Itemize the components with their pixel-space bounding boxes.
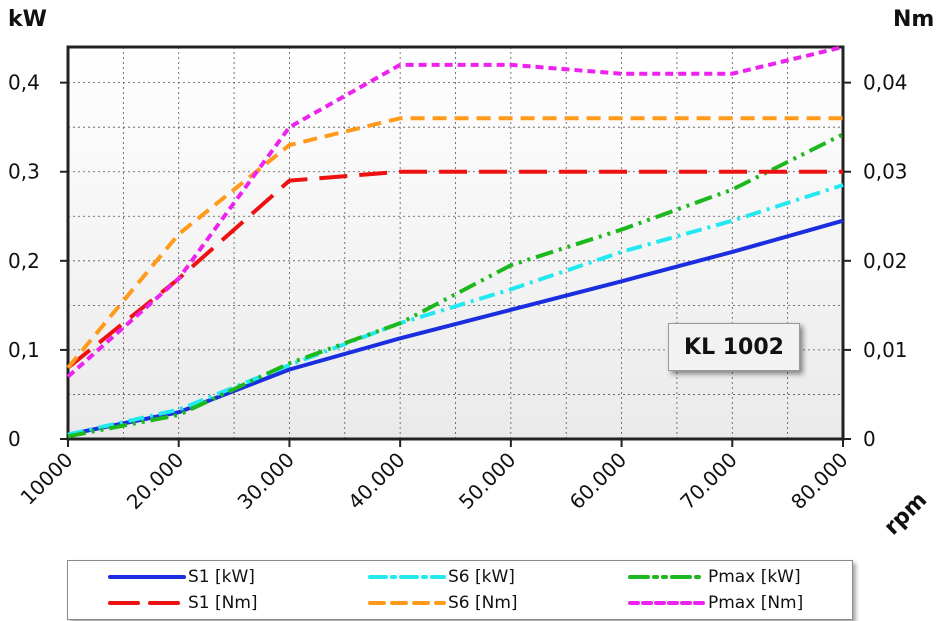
legend-swatch	[368, 601, 446, 605]
legend-label: Pmax [Nm]	[708, 593, 804, 613]
right-axis-unit: Nm	[893, 7, 934, 32]
right-tick-label: 0	[863, 427, 876, 451]
legend-item: Pmax [kW]	[628, 565, 801, 589]
legend-label: S1 [Nm]	[188, 593, 258, 613]
tick-marks	[60, 81, 851, 447]
legend-label: S6 [Nm]	[448, 593, 518, 613]
right-tick-label: 0,02	[863, 249, 908, 273]
x-tick-label: 10000	[16, 448, 78, 510]
legend-item: Pmax [Nm]	[628, 591, 803, 615]
series-lines	[66, 45, 844, 439]
legend-item: S6 [kW]	[368, 565, 515, 589]
x-tick-label: 80.000	[786, 448, 852, 514]
series-line-s6-kw	[67, 183, 844, 437]
legend-swatch	[628, 601, 706, 605]
legend-swatch	[108, 601, 186, 605]
legend-swatch	[368, 575, 446, 579]
legend-label: Pmax [kW]	[708, 567, 801, 587]
x-tick-label: 30.000	[233, 448, 299, 514]
left-axis-unit: kW	[8, 7, 47, 32]
left-tick-label: 0,3	[8, 160, 40, 184]
legend: S1 [kW] S6 [kW] Pmax [kW] S1 [Nm] S6 [Nm] Pma…	[67, 560, 853, 620]
left-tick-label: 0,4	[8, 71, 40, 95]
x-tick-label: 70.000	[675, 448, 741, 514]
plot-svg: 10000 20.000 30.000 40.000 50.000 60.000 70.00…	[8, 7, 934, 541]
right-tick-label: 0,03	[863, 160, 908, 184]
model-badge: KL 1002	[668, 323, 800, 371]
x-tick-label: 40.000	[343, 448, 409, 514]
legend-label: S6 [kW]	[448, 567, 515, 587]
legend-swatch	[108, 575, 186, 579]
legend-swatch	[628, 575, 706, 579]
series-line-s6-nm	[66, 116, 843, 370]
right-tick-label: 0,01	[863, 338, 908, 362]
series-line-s1-nm	[66, 169, 843, 370]
legend-item: S1 [kW]	[108, 565, 255, 589]
left-tick-label: 0	[8, 427, 21, 451]
x-axis-unit: rpm	[880, 488, 933, 541]
plot-frame	[66, 45, 845, 441]
legend-item: S6 [Nm]	[368, 591, 518, 615]
left-tick-label: 0,1	[8, 338, 40, 362]
left-tick-label: 0,2	[8, 249, 40, 273]
series-line-pmax-kw	[67, 132, 844, 439]
right-tick-label: 0,04	[863, 71, 908, 95]
legend-label: S1 [kW]	[188, 567, 255, 587]
legend-item: S1 [Nm]	[108, 591, 258, 615]
x-tick-label: 60.000	[565, 448, 631, 514]
x-tick-label: 20.000	[122, 448, 188, 514]
x-tick-label: 50.000	[454, 448, 520, 514]
